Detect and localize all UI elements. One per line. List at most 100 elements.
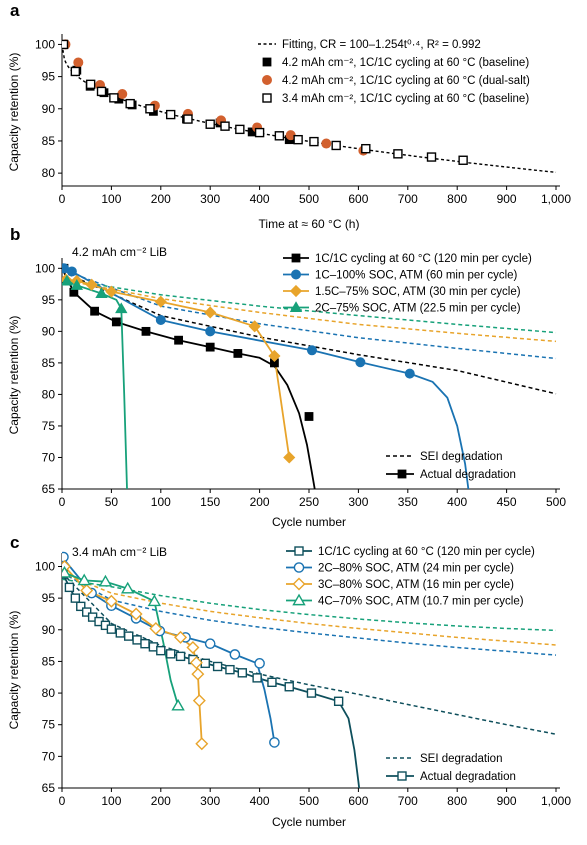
sei-line-0: [62, 572, 557, 735]
data-point-0: [252, 673, 262, 683]
x-tick-label: 0: [59, 495, 66, 509]
y-tick-label: 95: [42, 293, 56, 307]
data-point-2: [85, 278, 98, 291]
data-point-0: [111, 317, 121, 327]
x-tick-label: 300: [348, 495, 368, 509]
data-point-0: [70, 593, 81, 603]
legend-label-3: 4C–70% SOC, ATM (10.7 min per cycle): [318, 596, 524, 608]
x-tick-label: 1,000: [541, 794, 571, 808]
data-point-0: [115, 628, 125, 638]
data-point-2: [293, 134, 303, 145]
sei-line-3: [62, 578, 557, 632]
y-axis-label: Capacity retention (%): [7, 316, 21, 435]
data-point-0: [200, 658, 210, 669]
data-point-2: [174, 630, 188, 644]
data-point-2: [183, 114, 193, 124]
panel-letter-a: a: [10, 1, 20, 20]
data-point-2: [283, 451, 296, 464]
data-point-2: [235, 124, 245, 135]
data-point-1: [155, 315, 166, 326]
panel-letter-b: b: [10, 225, 20, 244]
data-point-0: [237, 668, 248, 678]
data-point-1: [205, 326, 216, 337]
legend-actual-marker: [397, 469, 407, 479]
legend-marker-0: [262, 57, 272, 67]
data-point-2: [195, 737, 209, 751]
actual-line-3: [64, 571, 179, 706]
data-point-2: [331, 140, 341, 151]
y-tick-label: 85: [42, 654, 56, 668]
data-point-2: [191, 667, 205, 681]
legend-label-2: 3.4 mAh cm⁻², 1C/1C cycling at 60 °C (ba…: [282, 93, 529, 105]
data-point-3: [70, 279, 84, 290]
x-tick-label: 400: [250, 192, 270, 206]
y-tick-label: 65: [42, 482, 56, 496]
legend-actual-label: Actual degradation: [420, 771, 516, 783]
y-tick-label: 70: [42, 450, 56, 464]
legend-marker-1: [290, 269, 301, 280]
legend-label-2: 3C–80% SOC, ATM (16 min per cycle): [318, 579, 514, 591]
legend-actual-label: Actual degradation: [420, 469, 516, 481]
legend-fit-label: Fitting, CR = 100–1.254t⁰·⁴, R² = 0.992: [282, 39, 481, 51]
sei-line-0: [62, 270, 557, 395]
data-point-2: [393, 149, 403, 159]
data-point-2: [85, 79, 96, 90]
legend-marker-0: [291, 253, 301, 263]
x-tick-label: 400: [447, 495, 467, 509]
data-point-2: [205, 119, 215, 129]
legend-marker-0: [294, 546, 304, 556]
y-tick-label: 85: [42, 134, 56, 148]
x-tick-label: 800: [447, 192, 467, 206]
sei-line-1: [62, 268, 557, 360]
data-point-1: [355, 357, 366, 368]
y-tick-label: 80: [42, 387, 56, 401]
data-point-1: [269, 737, 280, 748]
data-point-2: [129, 607, 143, 621]
plot-area: [62, 551, 557, 788]
sei-line-1: [62, 572, 557, 656]
data-point-0: [174, 335, 183, 345]
data-point-0: [306, 688, 317, 698]
panel-a: a 0 100 200 300 400 500 600 700 800 900 1,000 80 85 90…: [7, 1, 571, 231]
data-point-2: [62, 39, 69, 50]
x-tick-label: 200: [151, 192, 171, 206]
x-tick-label: 600: [348, 192, 368, 206]
data-point-3: [95, 287, 108, 299]
data-point-2: [125, 98, 135, 109]
legend-label-1: 2C–80% SOC, ATM (24 min per cycle): [318, 563, 514, 575]
legend-marker-3: [292, 593, 306, 606]
data-point-2: [70, 66, 81, 77]
actual-line-2: [65, 278, 291, 458]
data-point-2: [149, 622, 163, 636]
data-point-1: [404, 368, 415, 379]
data-point-0: [123, 631, 134, 641]
data-point-1: [66, 266, 77, 277]
data-point-0: [76, 601, 86, 612]
legend-marker-1: [261, 75, 272, 86]
legend-label-1: 4.2 mAh cm⁻², 1C/1C cycling at 60 °C (du…: [282, 75, 530, 87]
y-axis-label: Capacity retention (%): [7, 611, 21, 730]
data-point-3: [120, 581, 135, 594]
x-tick-label: 900: [497, 794, 517, 808]
data-point-0: [225, 664, 235, 675]
data-point-1: [73, 57, 84, 68]
x-tick-label: 250: [299, 495, 319, 509]
data-point-2: [104, 594, 118, 608]
x-tick-label: 50: [105, 495, 119, 509]
data-point-3: [171, 698, 185, 711]
data-point-0: [175, 651, 186, 662]
sei-line-2: [62, 278, 557, 343]
data-point-0: [106, 624, 117, 634]
x-tick-label: 500: [546, 495, 566, 509]
data-point-2: [165, 109, 176, 120]
data-point-0: [205, 342, 215, 352]
legend-marker-2: [262, 93, 272, 103]
y-tick-label: 80: [42, 166, 56, 180]
legend-marker-2: [289, 284, 303, 298]
data-point-3: [77, 573, 91, 586]
y-tick-label: 70: [42, 749, 56, 763]
panel-b: b 0 50 100 150 200 250 300 350 400 450 500 65 70 75 80 8…: [7, 225, 566, 529]
data-point-1: [229, 649, 241, 660]
x-tick-label: 0: [59, 192, 66, 206]
data-point-0: [90, 306, 100, 316]
